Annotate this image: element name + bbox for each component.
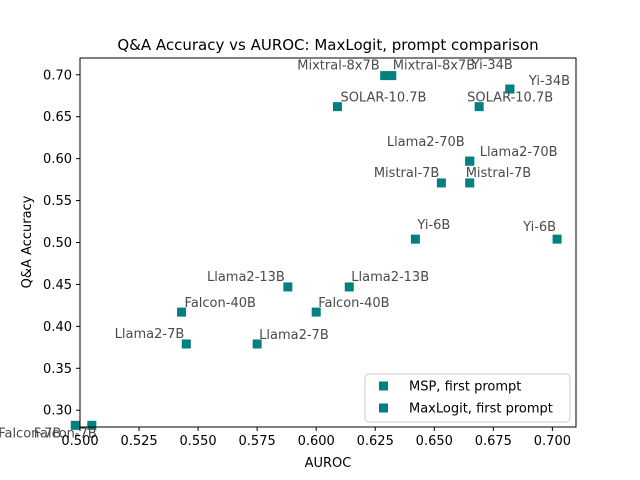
point-label: Llama2-70B bbox=[387, 135, 465, 150]
point-label: Falcon-7B bbox=[34, 426, 97, 441]
data-point bbox=[505, 84, 515, 94]
point-label: Llama2-70B bbox=[480, 145, 558, 160]
x-tick-label: 0.625 bbox=[357, 434, 394, 449]
y-tick-label: 0.45 bbox=[43, 278, 72, 293]
point-label: Llama2-13B bbox=[207, 270, 285, 285]
y-tick-label: 0.50 bbox=[43, 236, 72, 251]
point-label: Llama2-7B bbox=[259, 328, 329, 343]
data-point bbox=[465, 178, 475, 188]
point-label: SOLAR-10.7B bbox=[340, 91, 426, 106]
x-tick-label: 0.525 bbox=[120, 434, 157, 449]
point-label: Falcon-40B bbox=[318, 296, 389, 311]
x-tick-label: 0.650 bbox=[416, 434, 453, 449]
data-point bbox=[465, 156, 475, 166]
y-axis: 0.30 0.35 0.40 0.45 0.50 0.55 0.60 0.65 0.70 bbox=[43, 68, 80, 419]
data-point bbox=[87, 420, 97, 430]
point-label: Yi-34B bbox=[471, 58, 513, 73]
y-tick-label: 0.30 bbox=[43, 404, 72, 419]
data-point bbox=[410, 234, 420, 244]
y-tick-label: 0.65 bbox=[43, 110, 72, 125]
point-label: Yi-6B bbox=[416, 218, 450, 233]
data-point bbox=[380, 71, 390, 81]
data-point bbox=[70, 420, 80, 430]
y-tick-label: 0.35 bbox=[43, 362, 72, 377]
legend-marker bbox=[379, 381, 388, 391]
point-label: Yi-34B bbox=[528, 74, 570, 89]
data-point bbox=[311, 307, 321, 317]
legend-label: MSP, first prompt bbox=[409, 380, 521, 395]
legend-label: MaxLogit, first prompt bbox=[409, 402, 553, 417]
point-label: Mixtral-8x7B bbox=[393, 59, 475, 74]
plot-layer: Falcon-7B Llama2-7B Falcon-40B Llama2-13B Yi… bbox=[0, 58, 570, 441]
point-label: Falcon-40B bbox=[185, 296, 256, 311]
point-label: Llama2-13B bbox=[351, 270, 429, 285]
y-tick-label: 0.70 bbox=[43, 68, 72, 83]
data-point bbox=[181, 339, 191, 349]
x-axis-label: AUROC bbox=[305, 456, 352, 471]
y-axis-label: Q&A Accuracy bbox=[20, 195, 35, 288]
data-point bbox=[252, 339, 262, 349]
point-label: Falcon-7B bbox=[0, 426, 61, 441]
y-tick-label: 0.55 bbox=[43, 194, 72, 209]
data-point bbox=[436, 178, 446, 188]
data-point bbox=[177, 307, 187, 317]
legend-marker bbox=[379, 403, 388, 413]
y-tick-label: 0.60 bbox=[43, 152, 72, 167]
data-point bbox=[344, 282, 354, 292]
data-point bbox=[283, 282, 293, 292]
chart-title: Q&A Accuracy vs AUROC: MaxLogit, prompt … bbox=[117, 36, 538, 54]
point-label: Mistral-7B bbox=[466, 166, 532, 181]
x-tick-label: 0.575 bbox=[239, 434, 276, 449]
data-point bbox=[332, 102, 342, 112]
x-tick-label: 0.550 bbox=[179, 434, 216, 449]
point-label: Llama2-7B bbox=[115, 327, 185, 342]
legend: MSP, first prompt MaxLogit, first prompt bbox=[364, 373, 571, 423]
data-point bbox=[552, 234, 562, 244]
x-tick-label: 0.500 bbox=[61, 434, 98, 449]
x-tick-label: 0.675 bbox=[475, 434, 512, 449]
y-tick-label: 0.40 bbox=[43, 320, 72, 335]
plot-frame bbox=[79, 57, 577, 428]
point-label: Mistral-7B bbox=[374, 166, 440, 181]
x-axis: 0.500 0.525 0.550 0.575 0.600 0.625 0.650 0.675… bbox=[61, 427, 571, 449]
x-tick-label: 0.700 bbox=[534, 434, 571, 449]
x-tick-label: 0.600 bbox=[298, 434, 335, 449]
data-point bbox=[474, 102, 484, 112]
legend-frame bbox=[364, 373, 571, 423]
point-label: Mixtral-8x7B bbox=[297, 59, 379, 74]
data-point bbox=[387, 71, 397, 81]
point-label: Yi-6B bbox=[522, 220, 556, 235]
point-label: SOLAR-10.7B bbox=[467, 91, 553, 106]
